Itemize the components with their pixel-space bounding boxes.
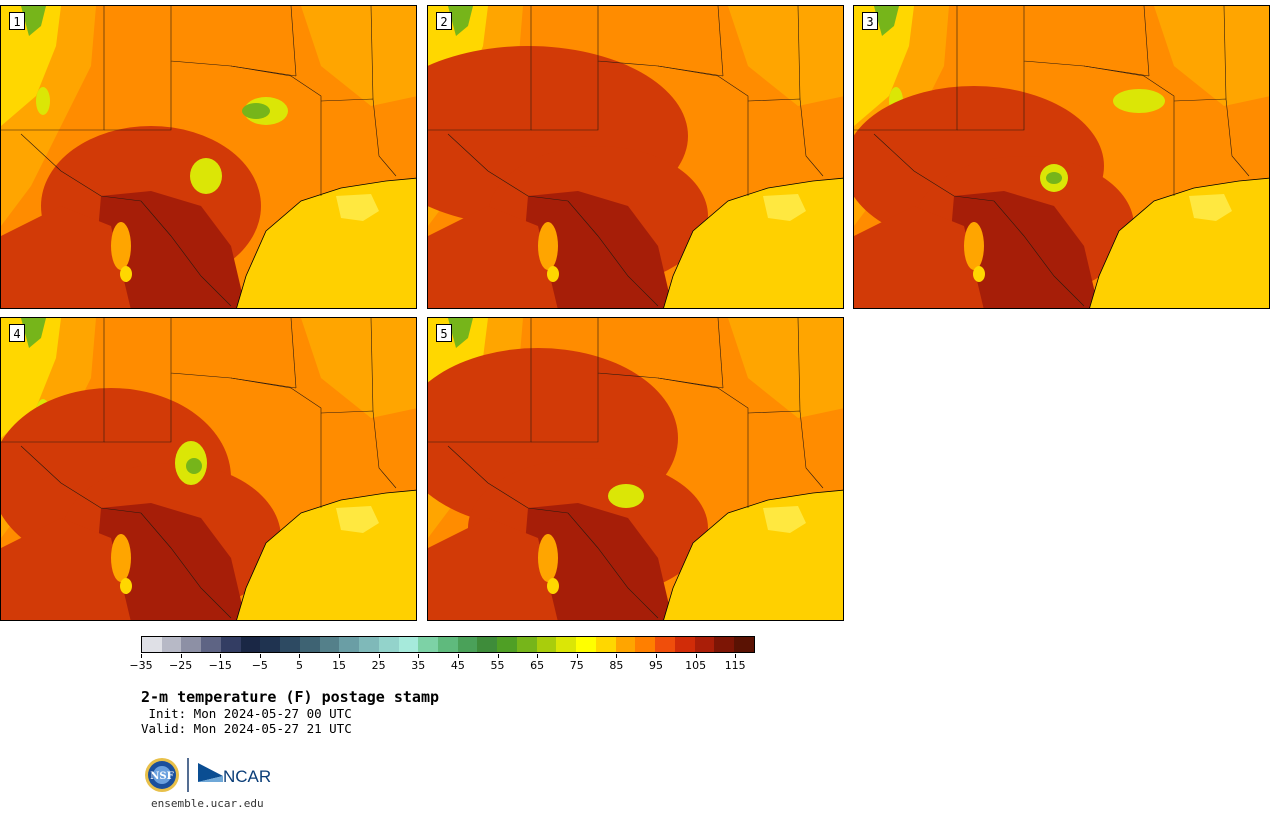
svg-text:NCAR: NCAR xyxy=(223,767,271,786)
colorbar-tick xyxy=(695,654,697,658)
colorbar-tick-label: 45 xyxy=(450,659,465,672)
colorbar-swatch xyxy=(240,637,261,652)
member-panel-3[interactable]: 3 xyxy=(853,5,1270,309)
member-number-label: 1 xyxy=(9,12,25,30)
colorbar-tick xyxy=(537,654,539,658)
temperature-colorbar xyxy=(141,636,755,653)
colorbar-tick-label: −35 xyxy=(129,659,153,672)
colorbar-swatch xyxy=(635,637,656,652)
colorbar-tick xyxy=(655,654,657,658)
colorbar-swatch xyxy=(280,637,300,652)
colorbar-tick xyxy=(378,654,380,658)
colorbar-swatch xyxy=(674,637,695,652)
colorbar-swatch xyxy=(161,637,182,652)
colorbar-tick xyxy=(497,654,499,658)
colorbar-tick-label: 75 xyxy=(569,659,584,672)
colorbar-swatch xyxy=(516,637,537,652)
member-panel-1[interactable]: 1 xyxy=(0,5,417,309)
member-number-label: 3 xyxy=(862,12,878,30)
website-link[interactable]: ensemble.ucar.edu xyxy=(151,797,264,810)
colorbar-tick xyxy=(457,654,459,658)
colorbar-swatch xyxy=(714,637,735,652)
colorbar-swatch xyxy=(694,637,715,652)
colorbar-tick xyxy=(418,654,420,658)
member-panel-2[interactable]: 2 xyxy=(427,5,844,309)
colorbar-swatch xyxy=(319,637,340,652)
colorbar-swatch xyxy=(536,637,557,652)
colorbar-tick-label: −15 xyxy=(208,659,232,672)
colorbar-swatch xyxy=(339,637,360,652)
init-time: Init: Mon 2024-05-27 00 UTC xyxy=(141,706,352,721)
colorbar-swatch xyxy=(655,637,675,652)
colorbar-tick-labels: −35 −25 −15 −5 5 15 25 35 45 55 65 75 85 95 105 115 xyxy=(129,654,755,674)
colorbar-tick xyxy=(259,654,261,658)
colorbar-tick-label: 15 xyxy=(332,659,347,672)
colorbar-tick-label: 25 xyxy=(371,659,386,672)
colorbar-swatch xyxy=(556,637,577,652)
colorbar-swatch xyxy=(438,637,458,652)
member-panel-4[interactable]: 4 xyxy=(0,317,417,621)
colorbar-swatch xyxy=(181,637,202,652)
colorbar-tick xyxy=(576,654,578,658)
colorbar-tick-label: 5 xyxy=(295,659,303,672)
member-number-label: 4 xyxy=(9,324,25,342)
colorbar-tick-label: 105 xyxy=(685,659,707,672)
colorbar-swatch xyxy=(595,637,616,652)
colorbar-swatch xyxy=(477,637,498,652)
colorbar-swatch xyxy=(418,637,439,652)
colorbar-tick-label: 55 xyxy=(490,659,505,672)
colorbar-tick-label: −5 xyxy=(251,659,268,672)
colorbar-tick xyxy=(735,654,737,658)
colorbar-swatch xyxy=(359,637,379,652)
colorbar-swatch xyxy=(201,637,221,652)
colorbar-swatch xyxy=(299,637,320,652)
colorbar-swatch xyxy=(576,637,596,652)
colorbar-tick xyxy=(141,654,142,658)
colorbar-swatch xyxy=(497,637,517,652)
colorbar-tick-label: 35 xyxy=(411,659,426,672)
colorbar-swatch xyxy=(142,637,162,652)
colorbar-tick-label: 85 xyxy=(609,659,624,672)
colorbar-tick xyxy=(180,654,182,658)
colorbar-swatch xyxy=(734,637,754,652)
colorbar-tick-label: 95 xyxy=(648,659,663,672)
agency-logos: NSF NCAR xyxy=(144,756,274,796)
colorbar-swatch xyxy=(260,637,281,652)
colorbar-tick xyxy=(339,654,341,658)
ncar-logo-icon: NCAR xyxy=(198,763,271,786)
colorbar-swatch xyxy=(398,637,419,652)
colorbar-tick-label: 115 xyxy=(724,659,746,672)
colorbar-swatch xyxy=(220,637,241,652)
svg-text:NSF: NSF xyxy=(150,771,173,782)
colorbar-swatch xyxy=(457,637,478,652)
member-number-label: 2 xyxy=(436,12,452,30)
nsf-logo-icon: NSF xyxy=(145,758,179,792)
colorbar-tick xyxy=(299,654,301,658)
colorbar-tick xyxy=(220,654,222,658)
colorbar-swatch xyxy=(378,637,399,652)
member-panel-5[interactable]: 5 xyxy=(427,317,844,621)
valid-time: Valid: Mon 2024-05-27 21 UTC xyxy=(141,721,352,736)
colorbar-tick-label: 65 xyxy=(530,659,545,672)
colorbar-tick xyxy=(616,654,618,658)
colorbar-swatch xyxy=(615,637,636,652)
member-number-label: 5 xyxy=(436,324,452,342)
product-title: 2-m temperature (F) postage stamp xyxy=(141,688,440,706)
colorbar-tick-label: −25 xyxy=(169,659,193,672)
